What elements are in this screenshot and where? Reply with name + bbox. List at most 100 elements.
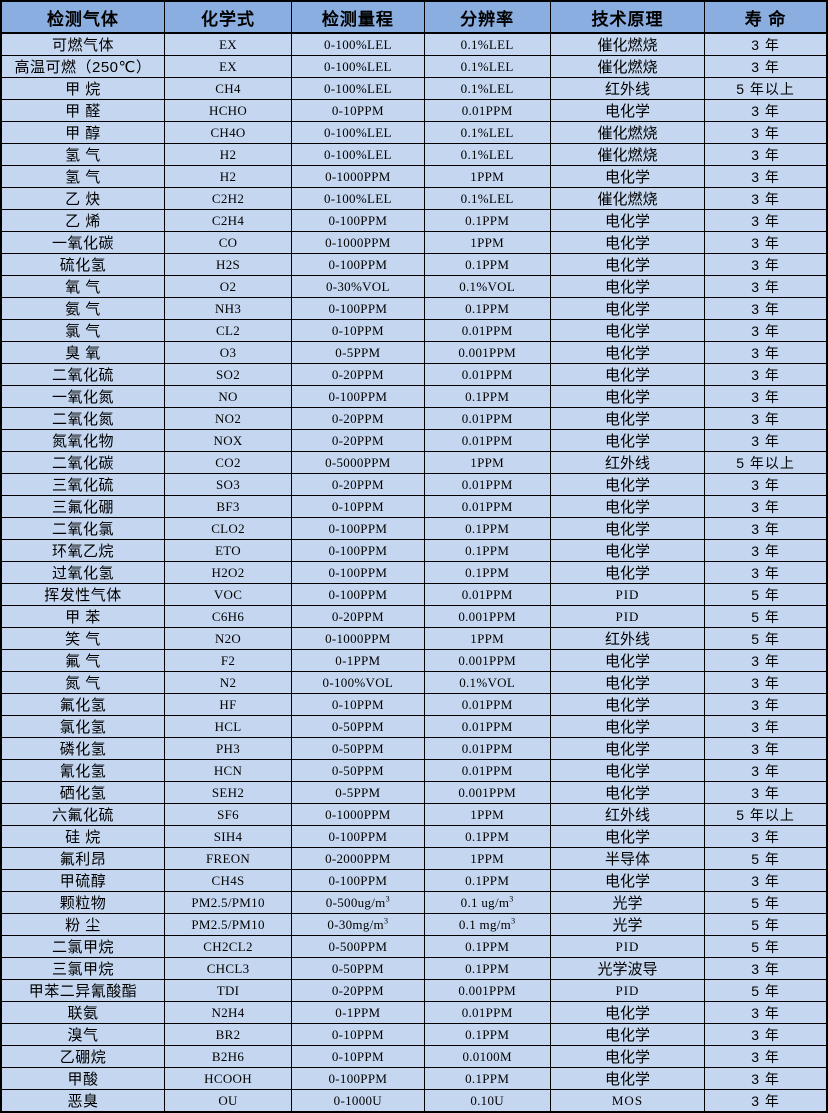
cell-formula: CO2 (164, 451, 293, 474)
cell-life: 5 年 (704, 913, 827, 936)
cell-life: 3 年 (704, 649, 827, 672)
cell-life: 3 年 (704, 341, 827, 364)
cell-formula: O2 (164, 275, 293, 298)
cell-life: 3 年 (704, 297, 827, 320)
cell-life: 5 年 (704, 847, 827, 870)
cell-resolution: 0.1%VOL (424, 275, 551, 298)
cell-formula: BF3 (164, 495, 293, 518)
cell-resolution: 0.01PPM (424, 99, 551, 122)
cell-principle: 电化学 (550, 693, 706, 716)
cell-resolution: 0.1%LEL (424, 77, 551, 100)
cell-range: 0-50PPM (291, 715, 425, 738)
cell-range: 0-2000PPM (291, 847, 425, 870)
cell-life: 3 年 (704, 693, 827, 716)
table-row: 一氧化氮 NO 0-100PPM 0.1PPM 电化学 3 年 (1, 385, 827, 408)
table-row: 甲 醛 HCHO 0-10PPM 0.01PPM 电化学 3 年 (1, 99, 827, 122)
cell-formula: N2 (164, 671, 293, 694)
cell-resolution: 0.1PPM (424, 1023, 551, 1046)
cell-formula: SO2 (164, 363, 293, 386)
cell-life: 3 年 (704, 781, 827, 804)
cell-name: 可燃气体 (1, 33, 165, 56)
table-row: 三氯甲烷 CHCL3 0-50PPM 0.1PPM 光学波导 3 年 (1, 957, 827, 980)
cell-range: 0-100PPM (291, 561, 425, 584)
cell-life: 5 年 (704, 979, 827, 1002)
cell-principle: 催化燃烧 (550, 187, 706, 210)
cell-range: 0-10PPM (291, 1023, 425, 1046)
cell-formula: EX (164, 55, 293, 78)
table-row: 氟 气 F2 0-1PPM 0.001PPM 电化学 3 年 (1, 649, 827, 672)
cell-name: 氟化氢 (1, 693, 165, 716)
cell-life: 3 年 (704, 1045, 827, 1068)
cell-formula: PH3 (164, 737, 293, 760)
cell-life: 3 年 (704, 429, 827, 452)
cell-name: 氟 气 (1, 649, 165, 672)
cell-principle: 电化学 (550, 319, 706, 342)
cell-principle: 光学 (550, 891, 706, 914)
cell-resolution: 0.1PPM (424, 253, 551, 276)
cell-resolution: 1PPM (424, 847, 551, 870)
cell-resolution: 0.1PPM (424, 209, 551, 232)
cell-resolution: 0.01PPM (424, 1001, 551, 1024)
table-row: 氢 气 H2 0-100%LEL 0.1%LEL 催化燃烧 3 年 (1, 143, 827, 166)
cell-resolution: 0.1PPM (424, 297, 551, 320)
cell-life: 3 年 (704, 253, 827, 276)
column-header-life: 寿 命 (704, 1, 827, 34)
cell-life: 3 年 (704, 231, 827, 254)
cell-principle: 电化学 (550, 1001, 706, 1024)
cell-life: 5 年以上 (704, 77, 827, 100)
cell-range: 0-50PPM (291, 737, 425, 760)
cell-resolution: 1PPM (424, 165, 551, 188)
cell-formula: CL2 (164, 319, 293, 342)
cell-life: 5 年 (704, 891, 827, 914)
cell-range: 0-100%LEL (291, 121, 425, 144)
cell-name: 氨 气 (1, 297, 165, 320)
cell-life: 5 年 (704, 605, 827, 628)
cell-range: 0-100%VOL (291, 671, 425, 694)
cell-resolution: 0.1PPM (424, 517, 551, 540)
cell-principle: 电化学 (550, 869, 706, 892)
cell-life: 3 年 (704, 55, 827, 78)
cell-name: 磷化氢 (1, 737, 165, 760)
cell-life: 3 年 (704, 1023, 827, 1046)
cell-formula: NOX (164, 429, 293, 452)
cell-range: 0-100PPM (291, 209, 425, 232)
cell-principle: 电化学 (550, 297, 706, 320)
cell-name: 甲酸 (1, 1067, 165, 1090)
cell-formula: ETO (164, 539, 293, 562)
cell-name: 挥发性气体 (1, 583, 165, 606)
table-row: 氟利昂 FREON 0-2000PPM 1PPM 半导体 5 年 (1, 847, 827, 870)
cell-range: 0-5PPM (291, 781, 425, 804)
cell-name: 甲硫醇 (1, 869, 165, 892)
cell-formula: PM2.5/PM10 (164, 913, 293, 936)
cell-name: 甲 苯 (1, 605, 165, 628)
cell-life: 3 年 (704, 143, 827, 166)
cell-life: 5 年以上 (704, 451, 827, 474)
cell-life: 3 年 (704, 869, 827, 892)
cell-formula: N2O (164, 627, 293, 650)
cell-range: 0-100PPM (291, 825, 425, 848)
table-row: 氮氧化物 NOX 0-20PPM 0.01PPM 电化学 3 年 (1, 429, 827, 452)
cell-resolution: 0.001PPM (424, 341, 551, 364)
cell-range: 0-10PPM (291, 693, 425, 716)
cell-principle: PID (550, 935, 706, 958)
cell-range: 0-50PPM (291, 759, 425, 782)
cell-formula: NH3 (164, 297, 293, 320)
table-row: 二氧化硫 SO2 0-20PPM 0.01PPM 电化学 3 年 (1, 363, 827, 386)
cell-life: 3 年 (704, 539, 827, 562)
cell-resolution: 0.1PPM (424, 539, 551, 562)
cell-life: 3 年 (704, 473, 827, 496)
cell-principle: PID (550, 979, 706, 1002)
cell-principle: 电化学 (550, 363, 706, 386)
cell-formula: CO (164, 231, 293, 254)
cell-name: 一氧化氮 (1, 385, 165, 408)
cell-life: 3 年 (704, 957, 827, 980)
cell-name: 氮氧化物 (1, 429, 165, 452)
cell-formula: NO (164, 385, 293, 408)
cell-life: 3 年 (704, 825, 827, 848)
table-row: 二氧化氯 CLO2 0-100PPM 0.1PPM 电化学 3 年 (1, 517, 827, 540)
cell-formula: CH4 (164, 77, 293, 100)
cell-life: 3 年 (704, 407, 827, 430)
cell-name: 氧 气 (1, 275, 165, 298)
cell-principle: 电化学 (550, 275, 706, 298)
cell-formula: HCL (164, 715, 293, 738)
